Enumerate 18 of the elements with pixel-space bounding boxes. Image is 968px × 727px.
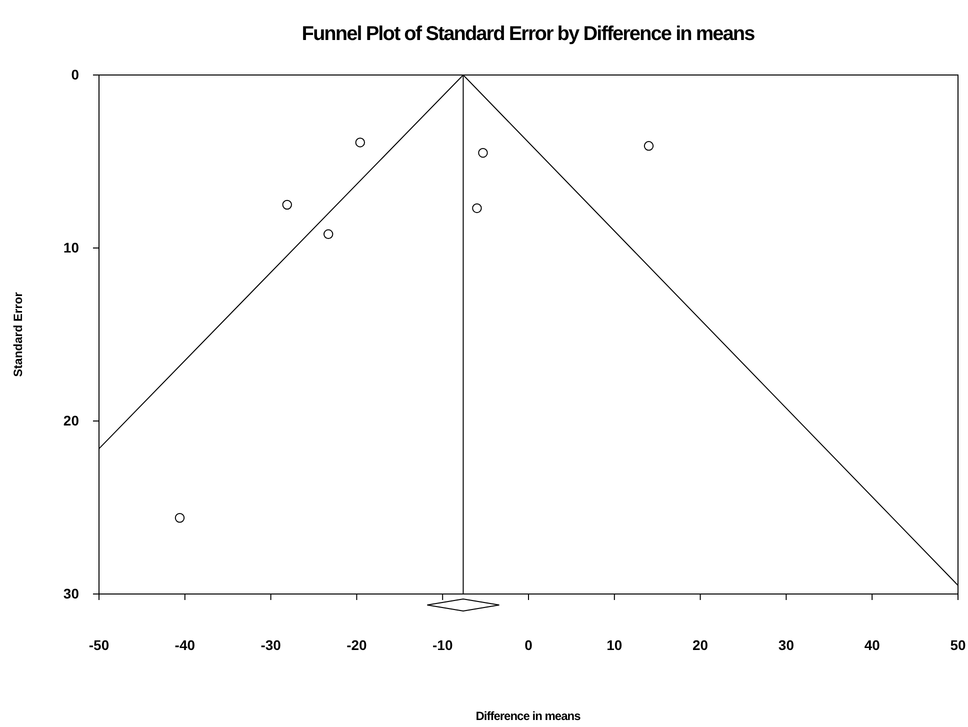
chart-title: Funnel Plot of Standard Error by Difference in means xyxy=(302,23,756,45)
x-tick-label: -50 xyxy=(88,636,110,653)
x-tick-label: 30 xyxy=(778,636,794,653)
y-tick-label: 20 xyxy=(63,412,80,428)
x-tick-label: 10 xyxy=(606,636,622,653)
x-tick-label: 50 xyxy=(950,636,966,653)
x-tick-label: -30 xyxy=(260,636,282,653)
x-tick-label: 20 xyxy=(692,636,708,653)
y-tick-label: 0 xyxy=(71,66,80,82)
x-tick-label: -10 xyxy=(432,636,453,653)
y-axis-title: Standard Error xyxy=(11,292,25,377)
x-tick-label: 0 xyxy=(524,636,533,653)
x-tick-label: -20 xyxy=(346,636,368,653)
y-tick-label: 10 xyxy=(63,239,80,256)
y-tick-label: 30 xyxy=(63,585,80,602)
x-tick-label: 40 xyxy=(864,636,880,653)
x-axis-title: Difference in means xyxy=(476,709,582,723)
x-tick-label: -40 xyxy=(174,636,196,653)
